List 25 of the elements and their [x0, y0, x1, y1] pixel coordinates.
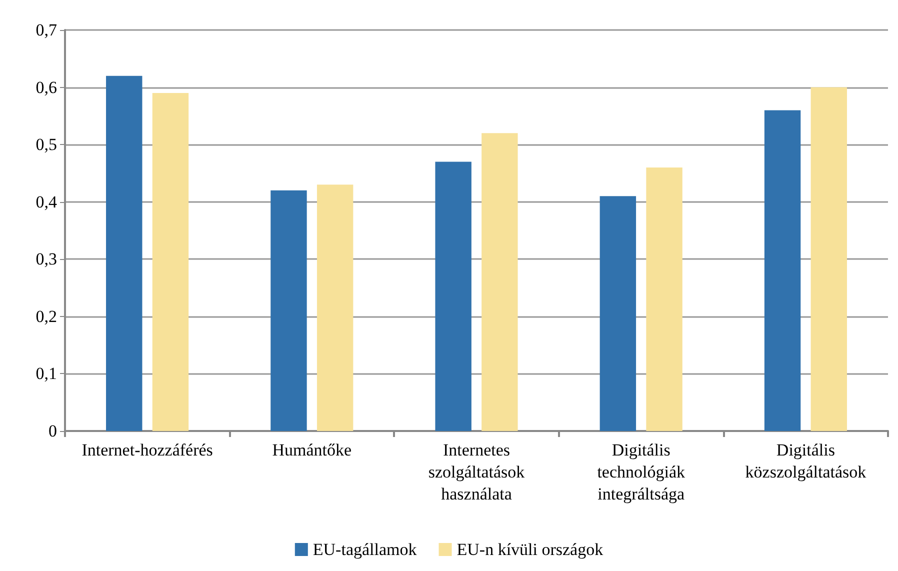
- y-tick-label: 0,4: [36, 192, 58, 212]
- bar: [646, 167, 682, 431]
- bar: [270, 190, 307, 431]
- legend-label: EU-n kívüli országok: [456, 540, 604, 559]
- x-tick-label: Digitális technológiák integráltsága: [597, 440, 686, 504]
- bar: [810, 87, 847, 431]
- x-tick-label: Humántőke: [272, 440, 352, 460]
- y-tick-label: 0,3: [36, 250, 57, 269]
- y-tick-label: 0,7: [36, 20, 58, 40]
- y-tick-label: 0,5: [36, 135, 57, 154]
- y-tick-label: 0,6: [36, 78, 57, 97]
- y-tick-label: 0,2: [36, 306, 57, 326]
- x-tick-label: Digitális közszolgáltatások: [745, 440, 867, 482]
- y-tick-label: 0,1: [36, 364, 57, 384]
- bar: [435, 162, 472, 431]
- bar: [482, 133, 518, 431]
- bar: [152, 93, 189, 431]
- legend-label: EU-tagállamok: [312, 540, 418, 559]
- x-tick-label: Internet-hozzáférés: [82, 440, 213, 460]
- x-tick-label: Internetes szolgáltatások használata: [428, 440, 526, 504]
- bar: [316, 184, 354, 431]
- bar: [764, 110, 801, 431]
- bar: [600, 196, 636, 431]
- bar: [106, 76, 142, 431]
- y-tick-label: 0: [48, 422, 57, 440]
